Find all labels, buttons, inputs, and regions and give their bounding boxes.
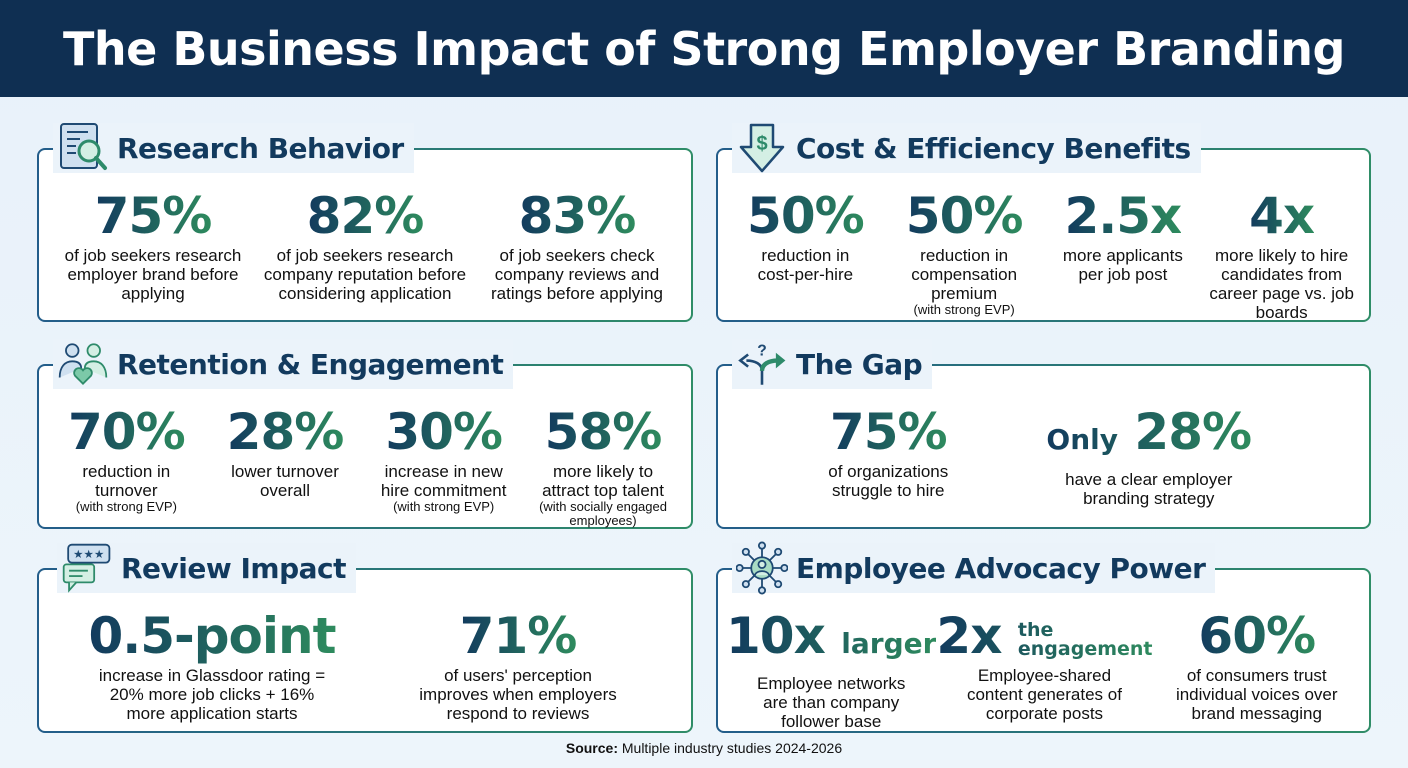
stat-item: 50% reduction in cost-per-hire: [726, 188, 885, 322]
source-note: Source: Multiple industry studies 2024-2…: [0, 740, 1408, 756]
stat-value: 28%: [226, 403, 345, 461]
stat-value: 71%: [459, 607, 578, 665]
stat-desc: more likely to hire candidates from care…: [1209, 246, 1354, 322]
svg-text:★★★: ★★★: [73, 548, 104, 561]
stat-item: 2x the engagement Employee-shared content …: [936, 608, 1152, 731]
stat-value: 82%: [306, 187, 425, 245]
svg-text:$: $: [756, 133, 767, 155]
section-title: Review Impact: [121, 551, 347, 585]
stat-value: 30%: [385, 403, 503, 461]
stat-desc: Employee networks are than company follo…: [757, 674, 906, 731]
stat-desc: Employee-shared content generates of cor…: [966, 666, 1122, 723]
section-title: Research Behavior: [117, 131, 404, 165]
stat-note: (with strong EVP): [393, 499, 495, 514]
stat-desc: of consumers trust individual voices ove…: [1175, 666, 1338, 723]
stat-value: 70%: [67, 403, 186, 461]
stat-item: 75% of organizations struggle to hire: [758, 404, 1019, 508]
stat-suffix: engagement: [1017, 637, 1153, 660]
stat-item: 82% of job seekers research company reput…: [259, 188, 471, 303]
people-heart-icon: [57, 338, 109, 390]
dollar-down-arrow-icon: $: [736, 122, 788, 174]
section-title: The Gap: [796, 347, 923, 381]
stat-item: 28% lower turnover overall: [206, 404, 365, 528]
card-review-impact: ★★★ Review Impact 0.5-point increase in Gl…: [37, 543, 693, 733]
stat-suffix: larger: [841, 627, 937, 660]
rating-chat-icon: ★★★: [61, 542, 113, 594]
svg-text:?: ?: [757, 342, 767, 359]
source-text: Multiple industry studies 2024-2026: [621, 740, 843, 756]
split-arrows-question-icon: ?: [736, 338, 788, 390]
stat-value: 58%: [544, 403, 663, 461]
stat-desc: reduction in turnover: [82, 462, 171, 500]
network-person-icon: [736, 541, 788, 595]
stat-item: 58% more likely to attract top talent (wit…: [523, 404, 683, 528]
stat-value: 50%: [905, 187, 1024, 245]
stat-item: 83% of job seekers check company reviews …: [471, 188, 683, 303]
stat-item: 10x larger Employee networks are than com…: [726, 608, 936, 731]
stat-item: 60% of consumers trust individual voices …: [1153, 608, 1361, 731]
stat-item: 75% of job seekers research employer bran…: [47, 188, 259, 303]
stat-desc: reduction in cost-per-hire: [757, 246, 854, 284]
section-title: Cost & Efficiency Benefits: [796, 131, 1191, 165]
stat-value: 28%: [1134, 403, 1252, 461]
page-title: The Business Impact of Strong Employer B…: [63, 21, 1345, 76]
stat-desc: of users' perception improves when emplo…: [419, 666, 617, 723]
stat-value: 83%: [518, 187, 637, 245]
stat-value: 4x: [1249, 187, 1315, 245]
section-title: Retention & Engagement: [117, 347, 504, 381]
stat-value: 60%: [1198, 607, 1316, 665]
card-employee-advocacy: Employee Advocacy Power 10x larger Employ…: [716, 541, 1371, 733]
card-cost-efficiency: $ Cost & Efficiency Benefits 50% reduction…: [716, 123, 1371, 322]
stat-desc: of organizations struggle to hire: [828, 462, 949, 500]
stat-desc: reduction in compensation premium: [911, 246, 1018, 303]
stat-item: Only 28% have a clear employer branding s…: [1019, 404, 1280, 508]
stat-desc: have a clear employer branding strategy: [1065, 470, 1233, 508]
stat-value: 0.5-point: [88, 607, 336, 665]
document-search-icon: [57, 122, 109, 174]
stat-note: (with socially engaged employees): [539, 499, 667, 528]
stat-value: 75%: [829, 403, 948, 461]
stat-note: (with strong EVP): [75, 499, 177, 514]
card-research-behavior: Research Behavior 75% of job seekers rese…: [37, 123, 693, 322]
stat-desc: of job seekers research company reputati…: [263, 246, 467, 303]
source-label: Source:: [565, 740, 618, 756]
stat-note: (with strong EVP): [913, 302, 1015, 317]
stat-value: 2x: [936, 607, 1002, 665]
stat-desc: increase in Glassdoor rating = 20% more …: [98, 666, 326, 723]
stat-value: 75%: [94, 187, 213, 245]
stat-value: 50%: [747, 187, 865, 245]
stat-item: 50% reduction in compensation premium (wit…: [885, 188, 1044, 322]
stat-desc: lower turnover overall: [231, 462, 339, 500]
stat-desc: of job seekers check company reviews and…: [490, 246, 663, 303]
stat-item: 71% of users' perception improves when em…: [365, 608, 671, 723]
stat-desc: more likely to attract top talent: [542, 462, 664, 500]
stat-value: 2.5x: [1064, 187, 1182, 245]
stat-item: 4x more likely to hire candidates from ca…: [1202, 188, 1361, 322]
stat-item: 2.5x more applicants per job post: [1044, 188, 1203, 322]
stat-desc: increase in new hire commitment: [380, 462, 507, 500]
stat-item: 70% reduction in turnover (with strong EVP…: [47, 404, 206, 528]
stat-desc: of job seekers research employer brand b…: [64, 246, 242, 303]
stat-desc: more applicants per job post: [1062, 246, 1183, 284]
stat-prefix: Only: [1046, 423, 1118, 456]
header: The Business Impact of Strong Employer B…: [0, 0, 1408, 97]
card-the-gap: ? The Gap 75% of organizations struggle to…: [716, 339, 1371, 529]
stat-value: 10x: [726, 607, 825, 665]
card-retention-engagement: Retention & Engagement 70% reduction in t…: [37, 339, 693, 529]
stat-item: 0.5-point increase in Glassdoor rating = …: [59, 608, 365, 723]
section-title: Employee Advocacy Power: [796, 551, 1206, 585]
stat-item: 30% increase in new hire commitment (with …: [364, 404, 523, 528]
